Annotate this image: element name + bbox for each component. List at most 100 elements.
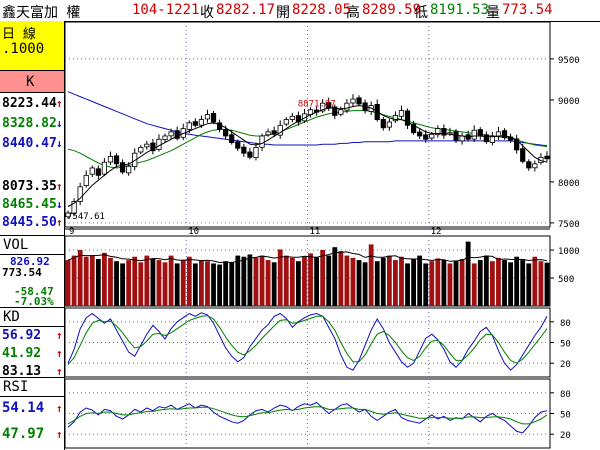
candle-body [301, 113, 308, 122]
candle-body [265, 131, 271, 136]
vol-label: VOL [3, 237, 29, 253]
volume-bar [380, 257, 386, 306]
candle-body [150, 142, 156, 152]
volume-bar [490, 261, 495, 306]
candle-body [65, 212, 71, 218]
candle-body [423, 134, 429, 140]
volume-bar [453, 261, 459, 306]
close-value: 8282.17 [216, 2, 276, 18]
volume-bar [253, 257, 259, 306]
candle-body [441, 128, 447, 136]
volume-bar [265, 260, 271, 306]
open-value: 8228.05 [292, 2, 352, 18]
price-pane-frame [64, 21, 551, 228]
kd-indicator-tab[interactable]: KD [0, 307, 64, 327]
volume-bar [447, 263, 453, 306]
volume-bar [368, 244, 374, 306]
candle-body [138, 147, 144, 153]
vol-value-2: 773.54 [2, 266, 42, 279]
candle-body [126, 165, 132, 174]
rsi-arrow-2: ↑ [56, 428, 63, 441]
candle-body [471, 129, 477, 140]
candle-body [271, 130, 277, 135]
candle-body [192, 121, 198, 126]
ma2-arrow-3: ↑ [56, 216, 63, 229]
candle-body [356, 97, 362, 105]
kd-label: KD [3, 309, 20, 325]
candle-body [119, 162, 126, 173]
candle-body [404, 110, 411, 126]
volume-ma-line [67, 251, 548, 264]
rsi-indicator-tab[interactable]: RSI [0, 377, 64, 397]
scale-label: .1000 [2, 41, 45, 57]
y-tick-label: 1000 [558, 247, 580, 257]
volume-bar [483, 255, 489, 306]
rsi-series-line [67, 406, 548, 425]
volume-bar [71, 255, 77, 306]
rsi-label: RSI [3, 379, 29, 395]
candle-body [477, 129, 483, 137]
y-tick-label: 9000 [558, 97, 580, 107]
candle-body [174, 130, 180, 139]
candle-body [344, 102, 350, 111]
candle-body [71, 201, 77, 214]
volume-bar [520, 260, 526, 306]
candle-body [162, 135, 168, 140]
kd-series-line [67, 312, 548, 371]
candle-body [526, 161, 532, 169]
ma-arrow-3: ↓ [56, 137, 63, 150]
volume-bar [77, 250, 83, 306]
y-tick-label: 80 [560, 390, 571, 400]
candle-body [101, 161, 108, 175]
open-label: 開 [276, 5, 290, 21]
candle-body [235, 141, 241, 149]
volume-bar [108, 257, 113, 306]
volume-bar [338, 251, 344, 306]
volume-bar [277, 249, 283, 306]
period-box[interactable]: 日 線 .1000 [0, 21, 64, 71]
high-annotation: 8871.87 [298, 99, 336, 109]
volume-bar [102, 252, 107, 306]
volume-bar [532, 256, 538, 306]
volume-bar [217, 264, 222, 306]
vol-indicator-tab[interactable]: VOL [0, 235, 64, 255]
candle-body [253, 147, 259, 159]
y-tick-label: 20 [560, 431, 571, 441]
ma2-value-1: 8073.35 [2, 179, 57, 194]
high-label: 高 [346, 5, 360, 21]
quote-header: 鑫天富加 權 104-1221 收 8282.17 開 8228.05 高 82… [0, 0, 600, 22]
vol-pane-frame [64, 235, 551, 307]
low-label: 低 [414, 5, 428, 21]
volume-bar [526, 263, 532, 306]
x-tick-label: 11 [310, 227, 321, 237]
y-tick-label: 9500 [558, 56, 580, 66]
candle-body [168, 131, 174, 137]
candle-body [186, 122, 192, 130]
volume-bar [465, 241, 471, 306]
candle-body [520, 148, 526, 162]
y-tick-label: 80 [560, 319, 571, 329]
volume-bar [186, 256, 192, 306]
volume-bar [405, 263, 410, 306]
candle-body [283, 119, 289, 125]
y-tick-label: 20 [560, 360, 571, 370]
candle-body [247, 151, 253, 158]
candle-body [77, 186, 83, 202]
volume-bar [83, 256, 89, 306]
rsi-value-1: 54.14 [2, 400, 45, 416]
ma2-arrow-2: ↓ [56, 198, 63, 211]
volume-bar [411, 258, 416, 306]
quote-date: 104-1221 [132, 2, 200, 18]
candle-body [380, 119, 386, 129]
volume-bar [247, 254, 253, 306]
ma-mid-line [67, 110, 548, 169]
candle-body [483, 134, 489, 143]
volume-bar [223, 261, 229, 306]
k-indicator-tab[interactable]: K [0, 71, 64, 93]
candle-body [144, 143, 150, 148]
candle-body [417, 131, 423, 137]
volume-bar [205, 261, 210, 306]
kd-value-k: 56.92 [2, 328, 42, 343]
indicator-sidebar: 日 線 .1000 K 8223.44 ↑ 8328.82 ↓ 8440.47 … [0, 21, 65, 450]
volume-bar [399, 256, 404, 306]
